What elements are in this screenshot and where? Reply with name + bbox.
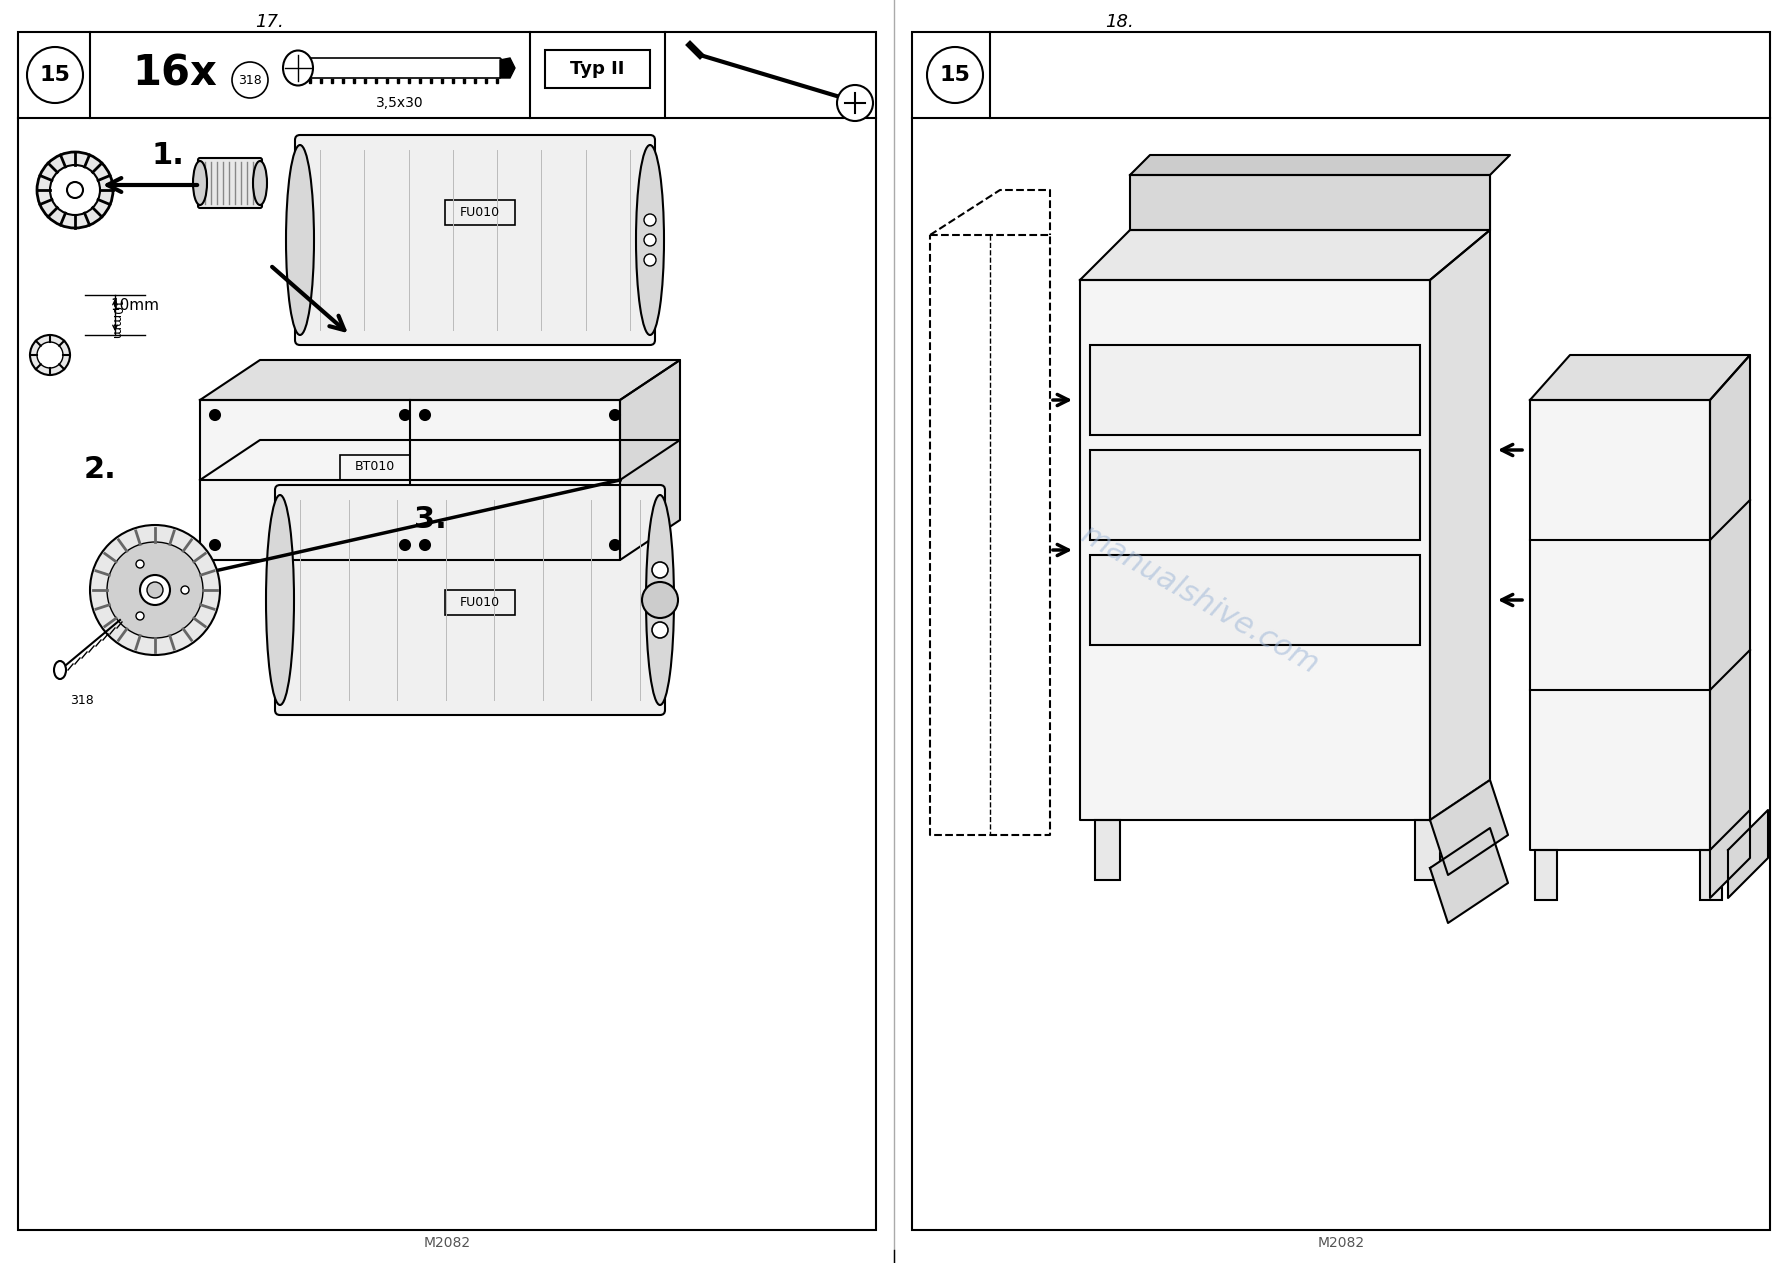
Text: 3,5x30: 3,5x30 [375, 96, 424, 110]
Ellipse shape [54, 661, 66, 679]
Circle shape [653, 592, 669, 608]
Ellipse shape [283, 51, 313, 86]
Bar [445, 590, 515, 615]
Circle shape [653, 621, 669, 638]
Bar [545, 51, 651, 88]
Text: 318: 318 [238, 73, 261, 86]
FancyBboxPatch shape [1207, 379, 1303, 403]
Circle shape [653, 562, 669, 578]
Bar [1700, 850, 1722, 901]
Ellipse shape [252, 160, 266, 205]
Bar [1536, 850, 1557, 901]
Polygon shape [1709, 810, 1750, 898]
Text: 15: 15 [939, 64, 971, 85]
Ellipse shape [266, 495, 293, 705]
Text: 10mm: 10mm [109, 299, 122, 340]
FancyBboxPatch shape [1207, 484, 1303, 508]
Bar [1091, 345, 1420, 434]
Circle shape [89, 525, 220, 655]
Text: manualshive.com: manualshive.com [1076, 520, 1325, 679]
Circle shape [420, 410, 429, 421]
Polygon shape [1130, 176, 1489, 230]
Circle shape [27, 47, 82, 104]
Ellipse shape [286, 145, 315, 335]
Circle shape [644, 254, 656, 266]
Polygon shape [1531, 400, 1709, 850]
Circle shape [147, 582, 163, 597]
FancyBboxPatch shape [295, 135, 654, 345]
Circle shape [136, 560, 145, 568]
Bar [912, 32, 1770, 1230]
Text: 3.: 3. [413, 505, 447, 534]
Circle shape [139, 575, 170, 605]
Polygon shape [1430, 829, 1507, 923]
Bar [340, 455, 409, 480]
Circle shape [66, 182, 82, 198]
Polygon shape [1709, 355, 1750, 850]
Circle shape [926, 47, 983, 104]
Circle shape [610, 410, 620, 421]
Polygon shape [1727, 810, 1768, 898]
Circle shape [644, 234, 656, 246]
Bar [1094, 820, 1119, 880]
Text: M2082: M2082 [424, 1236, 470, 1250]
Polygon shape [1130, 155, 1511, 176]
FancyBboxPatch shape [275, 485, 665, 715]
Ellipse shape [645, 495, 674, 705]
Circle shape [232, 62, 268, 99]
FancyBboxPatch shape [1207, 589, 1303, 613]
FancyBboxPatch shape [198, 158, 263, 208]
Polygon shape [200, 400, 620, 560]
Ellipse shape [193, 160, 207, 205]
Polygon shape [1430, 230, 1489, 820]
Circle shape [38, 342, 63, 368]
Circle shape [420, 541, 429, 549]
Polygon shape [501, 58, 515, 78]
Polygon shape [200, 360, 679, 400]
Text: FU010: FU010 [460, 206, 501, 220]
Circle shape [401, 541, 409, 549]
Bar [445, 200, 515, 225]
Circle shape [181, 586, 190, 594]
Ellipse shape [637, 145, 663, 335]
Bar [18, 32, 876, 1230]
Circle shape [136, 613, 145, 620]
Text: 2.: 2. [84, 456, 116, 485]
Bar [1091, 554, 1420, 645]
Circle shape [610, 541, 620, 549]
Polygon shape [1080, 230, 1489, 280]
Bar [1091, 450, 1420, 541]
Circle shape [642, 582, 678, 618]
Circle shape [38, 152, 113, 229]
Polygon shape [1531, 355, 1750, 400]
Circle shape [209, 410, 220, 421]
Text: 10mm: 10mm [111, 298, 159, 312]
Circle shape [401, 410, 409, 421]
Text: FU010: FU010 [460, 596, 501, 610]
Text: Typ II: Typ II [570, 61, 624, 78]
Text: 18.: 18. [1105, 13, 1134, 32]
Circle shape [50, 165, 100, 215]
Polygon shape [1430, 781, 1507, 875]
Polygon shape [1080, 280, 1430, 820]
Circle shape [644, 213, 656, 226]
Text: 15: 15 [39, 64, 70, 85]
Polygon shape [299, 58, 510, 78]
Text: 318: 318 [70, 693, 93, 706]
Text: M2082: M2082 [1318, 1236, 1364, 1250]
Circle shape [837, 85, 873, 121]
Text: BT010: BT010 [354, 461, 395, 474]
Text: 17.: 17. [256, 13, 284, 32]
Bar [1414, 820, 1439, 880]
Circle shape [30, 335, 70, 375]
Text: 1.: 1. [152, 140, 184, 169]
Circle shape [209, 541, 220, 549]
Polygon shape [200, 440, 679, 480]
Polygon shape [620, 360, 679, 560]
Circle shape [107, 542, 204, 638]
Text: 16x: 16x [132, 52, 218, 93]
